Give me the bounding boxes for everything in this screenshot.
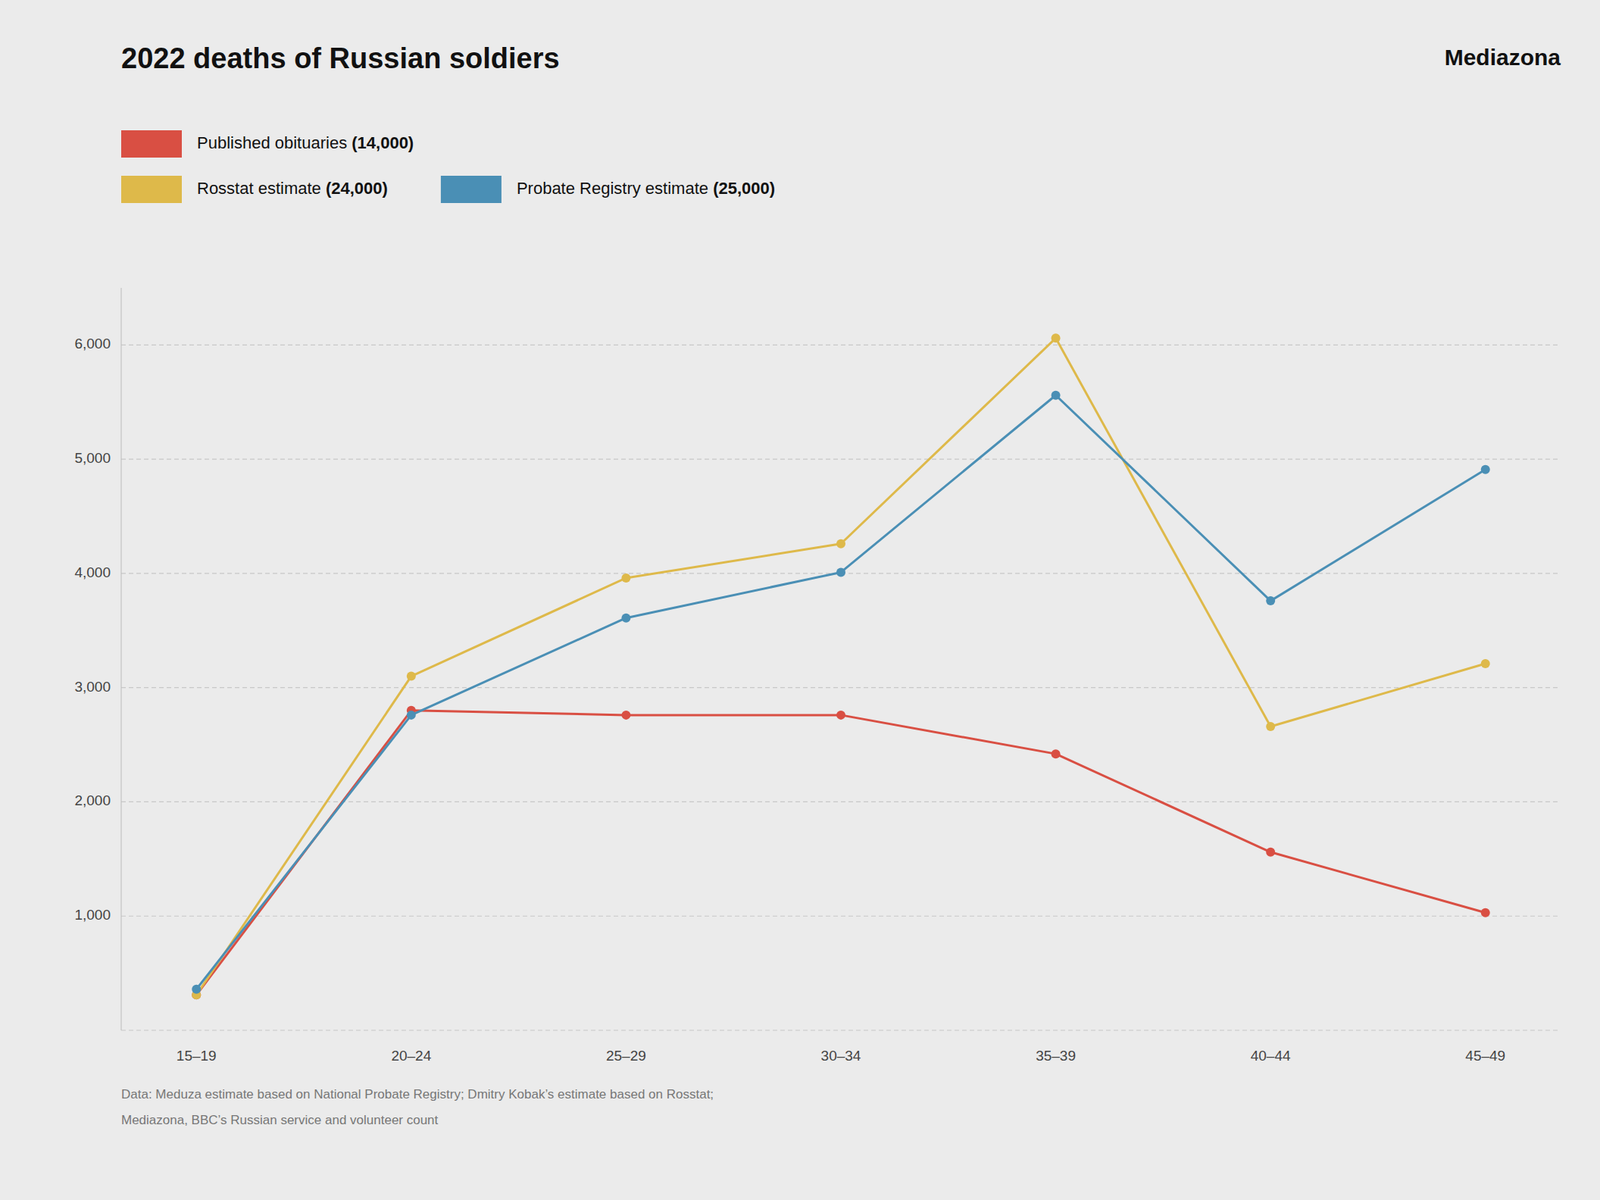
axis-line: [121, 287, 122, 1031]
legend: Published obituaries (14,000) Rosstat est…: [121, 130, 775, 204]
legend-label: Probate Registry estimate (25,000): [516, 178, 775, 198]
series: [191, 333, 1490, 1000]
grid-line: [121, 801, 1561, 803]
brand: Mediazona: [1444, 44, 1562, 70]
point: [406, 671, 416, 682]
grid-line: [121, 687, 1561, 688]
point: [621, 573, 631, 583]
point: [836, 539, 846, 549]
legend-label: Rosstat estimate (24,000): [196, 178, 388, 198]
point: [1265, 721, 1275, 732]
series: [191, 390, 1490, 994]
tick-label: 6,000: [74, 335, 111, 352]
tick-label: 35–39: [1035, 1047, 1076, 1064]
point: [1051, 333, 1061, 343]
tick-label: 4,000: [74, 564, 111, 581]
legend-swatch: [121, 130, 182, 158]
plot-area: [191, 333, 1490, 1000]
y-axis: 1,000 2,000 3,000 4,000 5,000 6,000: [74, 287, 1561, 1031]
point: [1481, 465, 1491, 475]
line: [196, 710, 1485, 995]
point: [1481, 659, 1491, 669]
tick-label: 2,000: [74, 792, 111, 809]
tick-label: 25–29: [606, 1047, 647, 1064]
point: [836, 567, 846, 577]
footnote: Mediazona, BBC’s Russian service and vol…: [121, 1112, 439, 1128]
tick-label: 5,000: [74, 450, 111, 466]
tick-label: 1,000: [74, 906, 111, 923]
x-axis: 15–19 20–24 25–29 30–34 35–39 40–44 45–49: [176, 1047, 1506, 1064]
point: [621, 710, 631, 720]
line: [196, 395, 1485, 990]
grid-line: [121, 1029, 1561, 1031]
point: [1051, 749, 1061, 759]
point: [1265, 596, 1275, 606]
point: [1481, 908, 1491, 918]
point: [1265, 847, 1275, 857]
tick-label: 20–24: [390, 1047, 432, 1064]
chart: 2022 deaths of Russian soldiers Mediazona…: [0, 0, 1600, 1200]
background: [0, 0, 1600, 1200]
grid-line: [121, 344, 1561, 346]
point: [836, 710, 846, 720]
point: [406, 710, 416, 720]
title: 2022 deaths of Russian soldiers: [121, 42, 560, 75]
tick-label: 30–34: [821, 1047, 862, 1064]
grid-line: [121, 915, 1561, 917]
point: [191, 984, 201, 994]
legend-swatch: [121, 175, 182, 204]
line: [196, 337, 1485, 995]
legend-label: Published obituaries (14,000): [196, 133, 414, 153]
footnote: Data: Meduza estimate based on National …: [121, 1087, 714, 1102]
tick-label: 3,000: [74, 678, 111, 695]
grid-line: [121, 459, 1561, 460]
point: [1051, 390, 1061, 400]
tick-label: 40–44: [1250, 1047, 1291, 1064]
tick-label: 15–19: [176, 1047, 217, 1064]
legend-swatch: [440, 175, 502, 204]
point: [621, 613, 631, 623]
tick-label: 45–49: [1465, 1047, 1506, 1064]
series: [191, 706, 1490, 1000]
